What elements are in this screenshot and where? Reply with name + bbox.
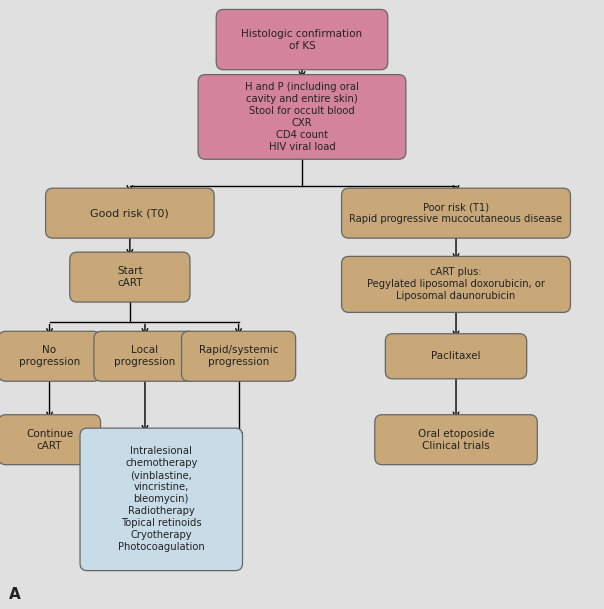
Text: Local
progression: Local progression xyxy=(114,345,176,367)
Text: A: A xyxy=(9,586,21,602)
FancyBboxPatch shape xyxy=(216,9,388,70)
FancyBboxPatch shape xyxy=(385,334,527,379)
Text: Paclitaxel: Paclitaxel xyxy=(431,351,481,361)
FancyBboxPatch shape xyxy=(198,74,406,159)
Text: Rapid/systemic
progression: Rapid/systemic progression xyxy=(199,345,278,367)
Text: Oral etoposide
Clinical trials: Oral etoposide Clinical trials xyxy=(418,429,494,451)
Text: Poor risk (T1)
Rapid progressive mucocutaneous disease: Poor risk (T1) Rapid progressive mucocut… xyxy=(350,202,562,224)
FancyBboxPatch shape xyxy=(70,252,190,302)
Text: H and P (including oral
cavity and entire skin)
Stool for occult blood
CXR
CD4 c: H and P (including oral cavity and entir… xyxy=(245,82,359,152)
Text: Start
cART: Start cART xyxy=(117,266,143,288)
Text: Intralesional
chemotherapy
(vinblastine,
vincristine,
bleomycin)
Radiotherapy
To: Intralesional chemotherapy (vinblastine,… xyxy=(118,446,205,552)
Text: Continue
cART: Continue cART xyxy=(26,429,73,451)
FancyBboxPatch shape xyxy=(94,331,196,381)
FancyBboxPatch shape xyxy=(181,331,296,381)
FancyBboxPatch shape xyxy=(342,188,570,238)
Text: Histologic confirmation
of KS: Histologic confirmation of KS xyxy=(242,29,362,51)
FancyBboxPatch shape xyxy=(0,415,100,465)
Text: No
progression: No progression xyxy=(19,345,80,367)
Text: cART plus:
Pegylated liposomal doxorubicin, or
Liposomal daunorubicin: cART plus: Pegylated liposomal doxorubic… xyxy=(367,267,545,301)
FancyBboxPatch shape xyxy=(0,331,100,381)
FancyBboxPatch shape xyxy=(80,428,243,571)
Text: Good risk (T0): Good risk (T0) xyxy=(91,208,169,218)
FancyBboxPatch shape xyxy=(46,188,214,238)
FancyBboxPatch shape xyxy=(374,415,538,465)
FancyBboxPatch shape xyxy=(342,256,570,312)
